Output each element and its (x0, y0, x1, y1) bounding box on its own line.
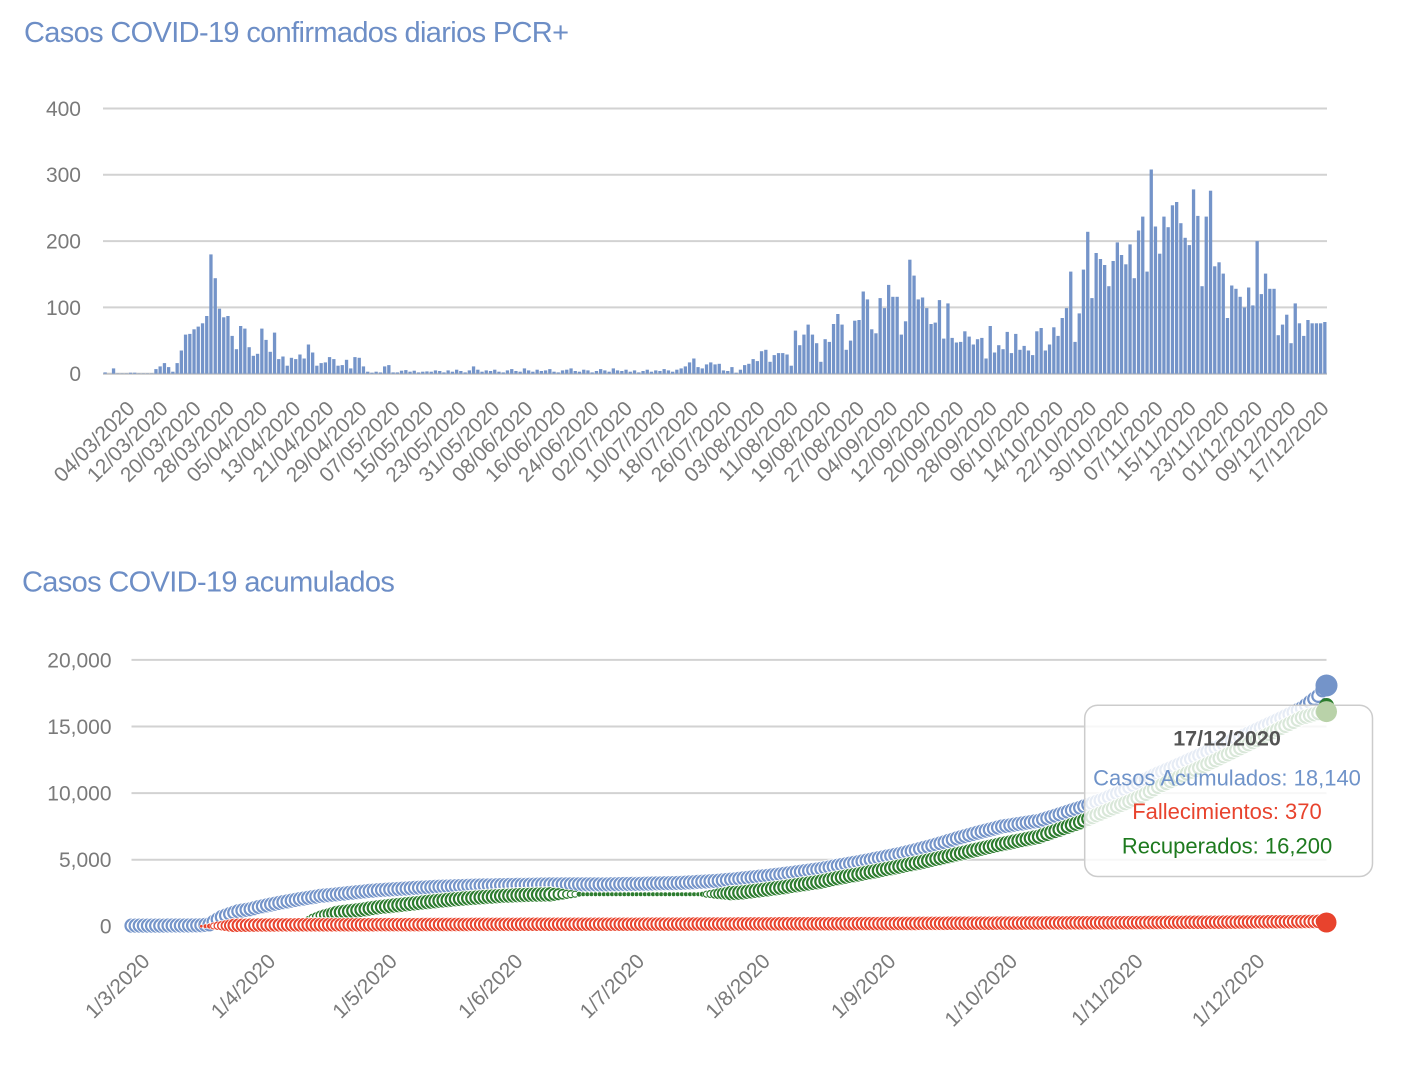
svg-text:400: 400 (46, 98, 81, 121)
svg-text:0: 0 (100, 916, 112, 939)
svg-text:0: 0 (69, 363, 81, 386)
svg-text:10,000: 10,000 (47, 783, 111, 806)
svg-text:5,000: 5,000 (59, 849, 112, 872)
svg-text:200: 200 (46, 231, 81, 254)
svg-text:100: 100 (46, 297, 81, 320)
svg-text:17/12/2020: 17/12/2020 (1173, 727, 1281, 751)
svg-text:Fallecimientos: 370: Fallecimientos: 370 (1132, 799, 1322, 824)
svg-text:300: 300 (46, 164, 81, 187)
svg-text:Casos COVID-19 acumulados: Casos COVID-19 acumulados (22, 567, 394, 599)
svg-text:Recuperados: 16,200: Recuperados: 16,200 (1122, 833, 1332, 858)
svg-text:Casos COVID-19 confirmados dia: Casos COVID-19 confirmados diarios PCR+ (24, 17, 568, 49)
svg-text:Casos Acumulados: 18,140: Casos Acumulados: 18,140 (1093, 765, 1361, 790)
svg-text:15,000: 15,000 (47, 716, 111, 739)
svg-text:20,000: 20,000 (47, 649, 111, 672)
